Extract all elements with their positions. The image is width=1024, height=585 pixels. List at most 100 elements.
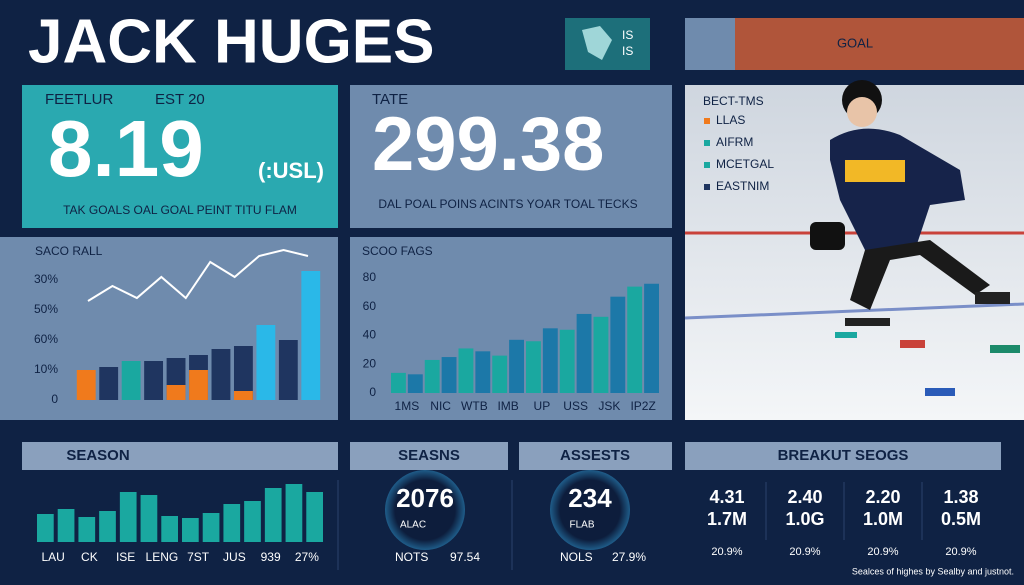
x-label: 27% bbox=[295, 550, 319, 564]
line bbox=[87, 248, 309, 302]
breakout-value: 0.5M bbox=[941, 509, 981, 529]
bar bbox=[475, 351, 491, 393]
bar bbox=[99, 511, 116, 542]
y-tick-label: 40 bbox=[363, 328, 377, 342]
bar bbox=[526, 341, 541, 393]
bar bbox=[57, 509, 75, 542]
bar bbox=[593, 316, 609, 393]
bar bbox=[37, 514, 54, 542]
breakout-value: 1.38 bbox=[943, 487, 978, 507]
bar bbox=[492, 355, 508, 393]
breakout-value: 1.7M bbox=[707, 509, 747, 529]
section-title: BREAKUT SEOGS bbox=[778, 447, 909, 464]
panel bbox=[22, 85, 338, 228]
stat-value: 234 bbox=[568, 483, 612, 513]
legend-swatch bbox=[704, 184, 710, 190]
x-label: 939 bbox=[261, 550, 281, 564]
panel bbox=[350, 85, 672, 228]
x-tick-label: IP2Z bbox=[630, 399, 655, 413]
footer: DAL POAL POINS ACINTS YOAR TOAL TECKS bbox=[378, 197, 637, 211]
bar bbox=[278, 340, 298, 400]
y-tick-label: 60 bbox=[363, 299, 377, 313]
marker bbox=[835, 332, 857, 338]
breakout-value: 20.9% bbox=[945, 546, 976, 558]
stripe bbox=[845, 160, 905, 182]
footer: NOTS bbox=[395, 550, 428, 564]
y-tick-label: 0 bbox=[51, 392, 58, 406]
y-tick-label: 20 bbox=[363, 356, 377, 370]
section-title: SEASNS bbox=[398, 447, 460, 464]
bar bbox=[119, 492, 137, 542]
chart-title: SCOO FAGS bbox=[362, 244, 433, 258]
y-tick-label: 0 bbox=[369, 385, 376, 399]
stat-circle bbox=[385, 470, 465, 550]
bar bbox=[121, 361, 141, 400]
tab-strip bbox=[685, 18, 735, 70]
stat-value: 2076 bbox=[396, 483, 454, 513]
tab-label: GOAL bbox=[837, 35, 873, 50]
credit: Sealces of highes by Sealby and justnot. bbox=[852, 566, 1014, 576]
y-tick-label: 60% bbox=[34, 332, 58, 346]
legend-swatch bbox=[704, 118, 710, 124]
x-tick-label: USS bbox=[563, 399, 588, 413]
breakout-value: 20.9% bbox=[711, 546, 742, 558]
legend-label: AIFRM bbox=[716, 135, 753, 149]
legend-title: BECT-TMS bbox=[703, 94, 764, 108]
legs bbox=[850, 240, 990, 310]
section-title: ASSESTS bbox=[560, 447, 630, 464]
label: TATE bbox=[372, 91, 408, 108]
label: FEETLUR bbox=[45, 91, 114, 108]
bar bbox=[233, 391, 253, 400]
big-number: 299.38 bbox=[372, 102, 604, 187]
bar bbox=[223, 504, 241, 542]
photo: BECT-TMS bbox=[684, 80, 1024, 420]
x-label: LAU bbox=[41, 550, 64, 564]
x-tick-label: JSK bbox=[598, 399, 620, 413]
y-tick-label: 10% bbox=[34, 362, 58, 376]
bar bbox=[78, 517, 96, 542]
y-tick-label: 50% bbox=[34, 302, 58, 316]
face bbox=[847, 97, 877, 127]
header-bar bbox=[519, 442, 672, 470]
breakout-value: 20.9% bbox=[867, 546, 898, 558]
bar bbox=[285, 484, 303, 542]
marker bbox=[900, 340, 925, 348]
stat-circle bbox=[550, 470, 630, 550]
bar bbox=[441, 357, 457, 393]
bar bbox=[211, 349, 231, 400]
bar bbox=[542, 328, 558, 393]
bar bbox=[509, 339, 524, 393]
jersey bbox=[830, 128, 965, 250]
tab bbox=[735, 18, 1024, 70]
footer: 97.54 bbox=[450, 550, 480, 564]
bar bbox=[76, 370, 96, 400]
stat-label: ALAC bbox=[400, 520, 426, 531]
footer: 27.9% bbox=[612, 550, 646, 564]
x-label: ISE bbox=[116, 550, 135, 564]
y-tick-label: 80 bbox=[363, 270, 377, 284]
bar bbox=[244, 501, 261, 542]
big-number: 8.19 bbox=[48, 104, 204, 193]
bar bbox=[458, 348, 474, 393]
glove bbox=[810, 222, 845, 250]
x-tick-label: UP bbox=[534, 399, 551, 413]
skate bbox=[975, 292, 1010, 304]
breakout-value: 2.20 bbox=[865, 487, 900, 507]
breakout-value: 1.0M bbox=[863, 509, 903, 529]
bar bbox=[264, 488, 282, 542]
bar bbox=[189, 370, 208, 400]
bar bbox=[610, 296, 626, 393]
breakout-value: 4.31 bbox=[709, 487, 744, 507]
bar bbox=[202, 513, 220, 542]
legend-label: LLAS bbox=[716, 113, 745, 127]
header-bar bbox=[350, 442, 508, 470]
skate bbox=[845, 318, 890, 326]
legend-label: EASTNIM bbox=[716, 179, 769, 193]
section-title: SEASON bbox=[66, 447, 129, 464]
x-tick-label: IMB bbox=[497, 399, 518, 413]
bar bbox=[306, 492, 323, 542]
bar bbox=[301, 271, 321, 400]
bar bbox=[391, 372, 406, 393]
logo-text: IS bbox=[622, 28, 633, 42]
